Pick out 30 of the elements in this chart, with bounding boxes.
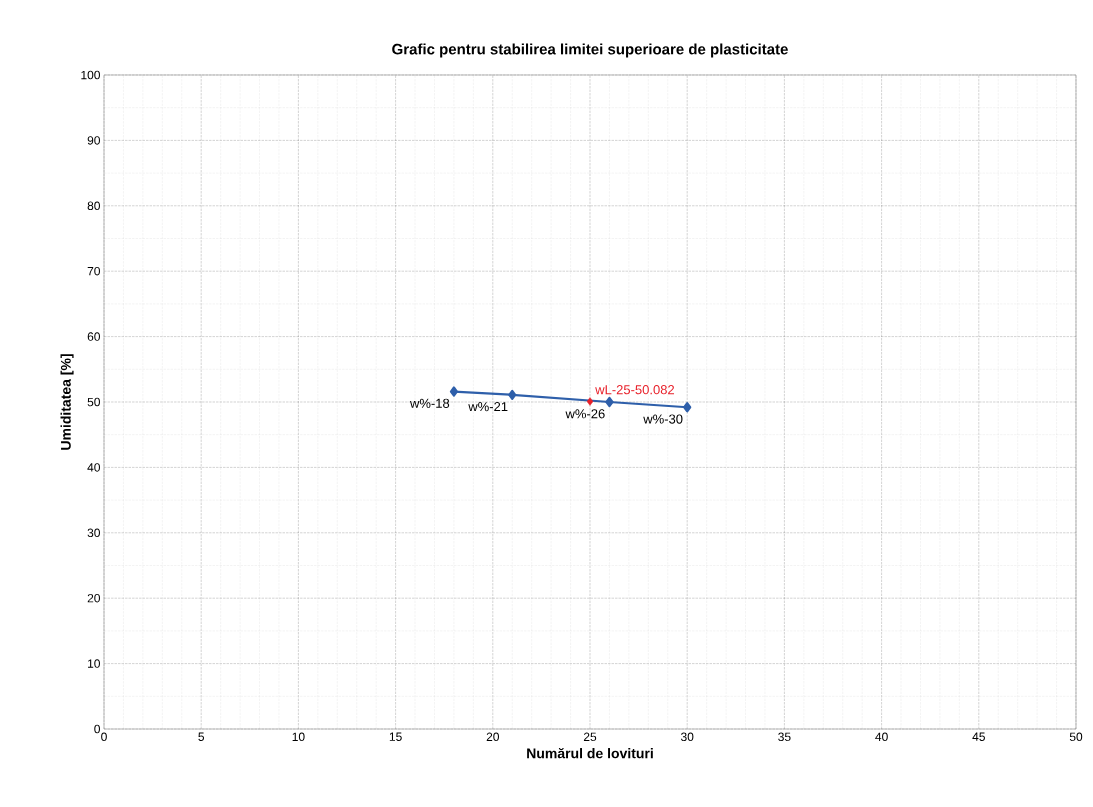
x-tick-label: 0 bbox=[101, 732, 107, 742]
y-tick-label: 0 bbox=[94, 724, 101, 734]
y-tick-label: 40 bbox=[87, 463, 100, 472]
y-tick-label: 100 bbox=[81, 70, 100, 80]
y-axis-title: Umiditatea [%] bbox=[60, 354, 74, 450]
annotation: w%-26 bbox=[565, 409, 605, 419]
y-tick-label: 20 bbox=[87, 593, 100, 603]
annotation: w%-18 bbox=[409, 398, 450, 408]
y-tick-label: 30 bbox=[87, 528, 100, 538]
x-tick-label: 15 bbox=[389, 732, 402, 741]
y-tick-label: 80 bbox=[87, 201, 100, 211]
x-tick-label: 45 bbox=[972, 732, 985, 741]
x-tick-label: 25 bbox=[583, 732, 597, 742]
annotation: w%-21 bbox=[468, 402, 508, 412]
x-tick-label: 50 bbox=[1069, 732, 1083, 742]
x-tick-label: 10 bbox=[292, 732, 305, 742]
annotation: wL-25-50.082 bbox=[595, 385, 675, 395]
x-tick-label: 20 bbox=[486, 732, 500, 742]
chart-title: Grafic pentru stabilirea limitei superioare de plasticitate bbox=[392, 43, 788, 58]
y-tick-label: 10 bbox=[88, 659, 100, 668]
y-tick-label: 60 bbox=[87, 332, 100, 341]
x-tick-label: 35 bbox=[778, 732, 791, 742]
x-axis-title: Numărul de lovituri bbox=[527, 747, 653, 759]
y-tick-label: 70 bbox=[87, 266, 100, 276]
annotation: w%-30 bbox=[643, 414, 683, 424]
x-tick-label: 30 bbox=[680, 732, 694, 742]
y-tick-label: 50 bbox=[87, 397, 100, 407]
x-tick-label: 40 bbox=[875, 732, 888, 742]
y-tick-label: 90 bbox=[87, 136, 100, 145]
x-tick-label: 5 bbox=[198, 732, 205, 741]
